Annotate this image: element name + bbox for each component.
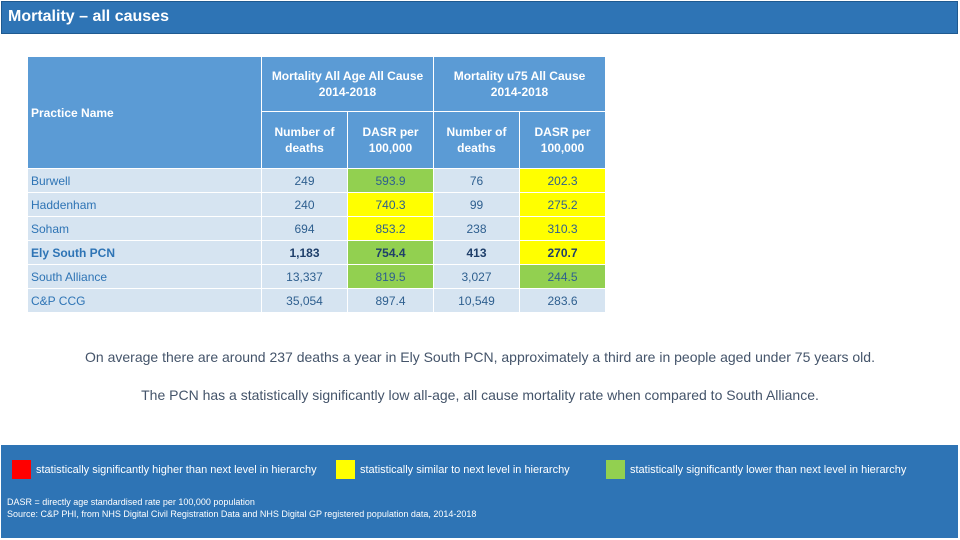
mortality-table: Practice Name Mortality All Age All Caus… bbox=[27, 56, 606, 313]
u75-dasr-cell: 283.6 bbox=[519, 288, 606, 313]
practice-name-header: Practice Name bbox=[27, 56, 262, 169]
u75-dasr-cell: 275.2 bbox=[519, 192, 606, 217]
red-swatch-icon bbox=[12, 460, 31, 479]
u75-dasr-cell: 244.5 bbox=[519, 264, 606, 289]
page-title: Mortality – all causes bbox=[8, 8, 169, 25]
u75-dasr-header: DASR per 100,000 bbox=[519, 111, 606, 169]
all-age-group-header: Mortality All Age All Cause 2014-2018 bbox=[261, 56, 434, 112]
u75-deaths-cell: 10,549 bbox=[433, 288, 520, 313]
summary-text-1: On average there are around 237 deaths a… bbox=[85, 349, 875, 365]
practice-name: Burwell bbox=[27, 168, 262, 193]
u75-deaths-cell: 3,027 bbox=[433, 264, 520, 289]
practice-name: Ely South PCN bbox=[27, 240, 262, 265]
u75-deaths-cell: 238 bbox=[433, 216, 520, 241]
practice-name: South Alliance bbox=[27, 264, 262, 289]
u75-dasr-cell: 202.3 bbox=[519, 168, 606, 193]
u75-deaths-cell: 76 bbox=[433, 168, 520, 193]
table-row: Ely South PCN 1,183 754.4 413 270.7 bbox=[27, 240, 606, 265]
practice-name: C&P CCG bbox=[27, 288, 262, 313]
table-row: South Alliance 13,337 819.5 3,027 244.5 bbox=[27, 264, 606, 289]
summary-text-2: The PCN has a statistically significantl… bbox=[141, 387, 819, 403]
all-deaths-cell: 35,054 bbox=[261, 288, 348, 313]
table-row: Haddenham 240 740.3 99 275.2 bbox=[27, 192, 606, 217]
practice-name: Haddenham bbox=[27, 192, 262, 217]
u75-group-header: Mortality u75 All Cause 2014-2018 bbox=[433, 56, 606, 112]
all-deaths-header: Number of deaths bbox=[261, 111, 348, 169]
yellow-swatch-icon bbox=[336, 460, 355, 479]
all-deaths-cell: 1,183 bbox=[261, 240, 348, 265]
legend-label: statistically significantly higher than … bbox=[36, 464, 317, 476]
all-dasr-cell: 897.4 bbox=[347, 288, 434, 313]
u75-deaths-cell: 99 bbox=[433, 192, 520, 217]
green-swatch-icon bbox=[606, 460, 625, 479]
u75-deaths-header: Number of deaths bbox=[433, 111, 520, 169]
source-footnote: Source: C&P PHI, from NHS Digital Civil … bbox=[7, 509, 477, 519]
all-dasr-cell: 593.9 bbox=[347, 168, 434, 193]
table-row: Soham 694 853.2 238 310.3 bbox=[27, 216, 606, 241]
slide-header: Mortality – all causes bbox=[1, 1, 958, 34]
all-deaths-cell: 13,337 bbox=[261, 264, 348, 289]
table-row: C&P CCG 35,054 897.4 10,549 283.6 bbox=[27, 288, 606, 313]
dasr-footnote: DASR = directly age standardised rate pe… bbox=[7, 497, 255, 507]
all-dasr-cell: 740.3 bbox=[347, 192, 434, 217]
table-row: Burwell 249 593.9 76 202.3 bbox=[27, 168, 606, 193]
practice-name: Soham bbox=[27, 216, 262, 241]
all-dasr-cell: 819.5 bbox=[347, 264, 434, 289]
u75-deaths-cell: 413 bbox=[433, 240, 520, 265]
legend-footer: statistically significantly higher than … bbox=[1, 445, 958, 538]
all-dasr-cell: 754.4 bbox=[347, 240, 434, 265]
legend-label: statistically significantly lower than n… bbox=[630, 464, 907, 476]
all-deaths-cell: 694 bbox=[261, 216, 348, 241]
u75-dasr-cell: 270.7 bbox=[519, 240, 606, 265]
legend-label: statistically similar to next level in h… bbox=[360, 464, 570, 476]
all-dasr-header: DASR per 100,000 bbox=[347, 111, 434, 169]
all-dasr-cell: 853.2 bbox=[347, 216, 434, 241]
u75-dasr-cell: 310.3 bbox=[519, 216, 606, 241]
all-deaths-cell: 240 bbox=[261, 192, 348, 217]
all-deaths-cell: 249 bbox=[261, 168, 348, 193]
